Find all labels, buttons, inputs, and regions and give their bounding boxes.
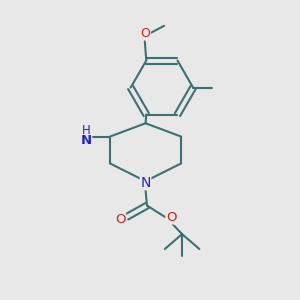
Text: N: N	[140, 176, 151, 190]
Text: O: O	[140, 27, 150, 40]
Text: H: H	[82, 124, 91, 136]
Text: N: N	[80, 134, 92, 147]
Text: O: O	[166, 211, 177, 224]
Text: O: O	[115, 213, 125, 226]
